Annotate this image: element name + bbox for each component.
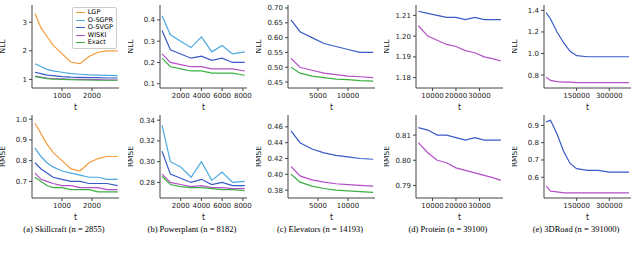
svg-text:NLL: NLL — [384, 39, 391, 54]
svg-text:t: t — [74, 103, 77, 110]
svg-text:0.80: 0.80 — [395, 157, 411, 165]
svg-text:0.42: 0.42 — [267, 155, 283, 163]
html-text:(b) Powerplant (n = 8182): (b) Powerplant (n = 8182) — [147, 224, 237, 234]
svg-text:0.32: 0.32 — [139, 137, 155, 145]
svg-text:RMSE: RMSE — [512, 146, 519, 167]
svg-text:t: t — [586, 103, 589, 110]
svg-text:20000: 20000 — [445, 92, 467, 100]
svg-text:t: t — [458, 103, 461, 110]
svg-text:5000: 5000 — [309, 92, 327, 100]
html-text:(a) Skillcraft (n = 2855): (a) Skillcraft (n = 2855) — [23, 224, 105, 234]
svg-text:1.4: 1.4 — [528, 7, 540, 15]
svg-text:0.1: 0.1 — [144, 80, 155, 88]
svg-text:t: t — [330, 213, 333, 220]
svg-text:2000: 2000 — [172, 202, 190, 210]
svg-text:0.55: 0.55 — [267, 49, 283, 57]
svg-text:NLL: NLL — [128, 39, 135, 54]
svg-text:10000: 10000 — [421, 202, 443, 210]
svg-text:3: 3 — [23, 19, 27, 27]
svg-text:0.8: 0.8 — [16, 157, 27, 165]
svg-text:0.60: 0.60 — [267, 34, 283, 42]
svg-text:t: t — [74, 213, 77, 220]
svg-text:1.0: 1.0 — [528, 50, 539, 58]
svg-text:RMSE: RMSE — [384, 146, 391, 167]
svg-text:1: 1 — [23, 76, 27, 84]
svg-text:150000: 150000 — [563, 202, 590, 210]
svg-text:0.4: 0.4 — [144, 16, 156, 24]
svg-text:30000: 30000 — [468, 92, 490, 100]
svg-text:4000: 4000 — [193, 202, 211, 210]
svg-text:0.6: 0.6 — [528, 174, 540, 182]
html-text:O-SVGP: O-SVGP — [87, 23, 113, 31]
svg-text:0.70: 0.70 — [267, 4, 283, 12]
svg-text:1.21: 1.21 — [395, 12, 411, 20]
svg-text:0.34: 0.34 — [139, 117, 155, 125]
svg-text:8000: 8000 — [234, 202, 252, 210]
svg-text:0.46: 0.46 — [267, 123, 283, 131]
svg-text:0.40: 0.40 — [267, 171, 283, 179]
svg-text:0.9: 0.9 — [528, 122, 539, 130]
svg-text:NLL: NLL — [256, 39, 263, 54]
svg-text:0.81: 0.81 — [395, 132, 411, 140]
svg-text:6000: 6000 — [213, 92, 231, 100]
html-text:(e) 3DRoad (n = 391000): (e) 3DRoad (n = 391000) — [532, 224, 620, 234]
html-text:O-SGPR: O-SGPR — [87, 15, 113, 24]
svg-text:RMSE: RMSE — [256, 146, 263, 167]
svg-text:150000: 150000 — [563, 92, 590, 100]
svg-text:0.38: 0.38 — [267, 187, 283, 195]
svg-text:10000: 10000 — [337, 92, 359, 100]
svg-text:0.9: 0.9 — [16, 136, 27, 144]
svg-text:0.50: 0.50 — [267, 64, 283, 72]
svg-text:20000: 20000 — [445, 202, 467, 210]
svg-text:0.3: 0.3 — [144, 38, 155, 46]
svg-text:10000: 10000 — [421, 92, 443, 100]
svg-text:6000: 6000 — [213, 202, 231, 210]
svg-text:0.7: 0.7 — [16, 178, 27, 186]
svg-text:2: 2 — [23, 47, 27, 55]
svg-text:2000: 2000 — [172, 92, 190, 100]
html-text:LGP: LGP — [87, 8, 101, 16]
svg-text:10000: 10000 — [337, 202, 359, 210]
svg-text:1000: 1000 — [53, 92, 71, 100]
svg-text:2000: 2000 — [83, 92, 101, 100]
svg-text:t: t — [330, 103, 333, 110]
svg-text:0.65: 0.65 — [267, 19, 283, 27]
svg-text:0.8: 0.8 — [528, 139, 539, 147]
svg-text:300000: 300000 — [596, 92, 623, 100]
svg-text:0.28: 0.28 — [139, 179, 155, 187]
svg-text:0.45: 0.45 — [267, 79, 283, 87]
svg-text:0.7: 0.7 — [528, 156, 539, 164]
svg-text:300000: 300000 — [596, 202, 623, 210]
svg-text:30000: 30000 — [468, 202, 490, 210]
html-text:(d) Protein (n = 39100): (d) Protein (n = 39100) — [408, 224, 488, 234]
svg-text:1.0: 1.0 — [16, 116, 27, 124]
svg-text:1000: 1000 — [53, 202, 71, 210]
svg-text:4000: 4000 — [193, 92, 211, 100]
svg-text:5000: 5000 — [309, 202, 327, 210]
svg-text:0.8: 0.8 — [528, 72, 539, 80]
svg-text:1.2: 1.2 — [528, 28, 539, 36]
svg-text:NLL: NLL — [512, 39, 519, 54]
svg-text:0.79: 0.79 — [395, 182, 411, 190]
html-text:Exact: Exact — [87, 38, 106, 46]
svg-text:t: t — [202, 213, 205, 220]
svg-text:2000: 2000 — [83, 202, 101, 210]
svg-text:t: t — [202, 103, 205, 110]
svg-text:8000: 8000 — [234, 92, 252, 100]
svg-text:0.44: 0.44 — [267, 139, 283, 147]
svg-text:1.19: 1.19 — [395, 53, 411, 61]
svg-text:RMSE: RMSE — [128, 146, 135, 167]
svg-text:1.20: 1.20 — [395, 33, 411, 41]
svg-text:t: t — [586, 213, 589, 220]
svg-text:t: t — [458, 213, 461, 220]
svg-text:0.30: 0.30 — [139, 158, 155, 166]
svg-text:1.18: 1.18 — [395, 74, 411, 82]
html-text:(c) Elevators (n = 14193): (c) Elevators (n = 14193) — [277, 224, 363, 234]
html-text:WISKI: WISKI — [87, 30, 107, 39]
svg-text:0.2: 0.2 — [144, 59, 155, 67]
